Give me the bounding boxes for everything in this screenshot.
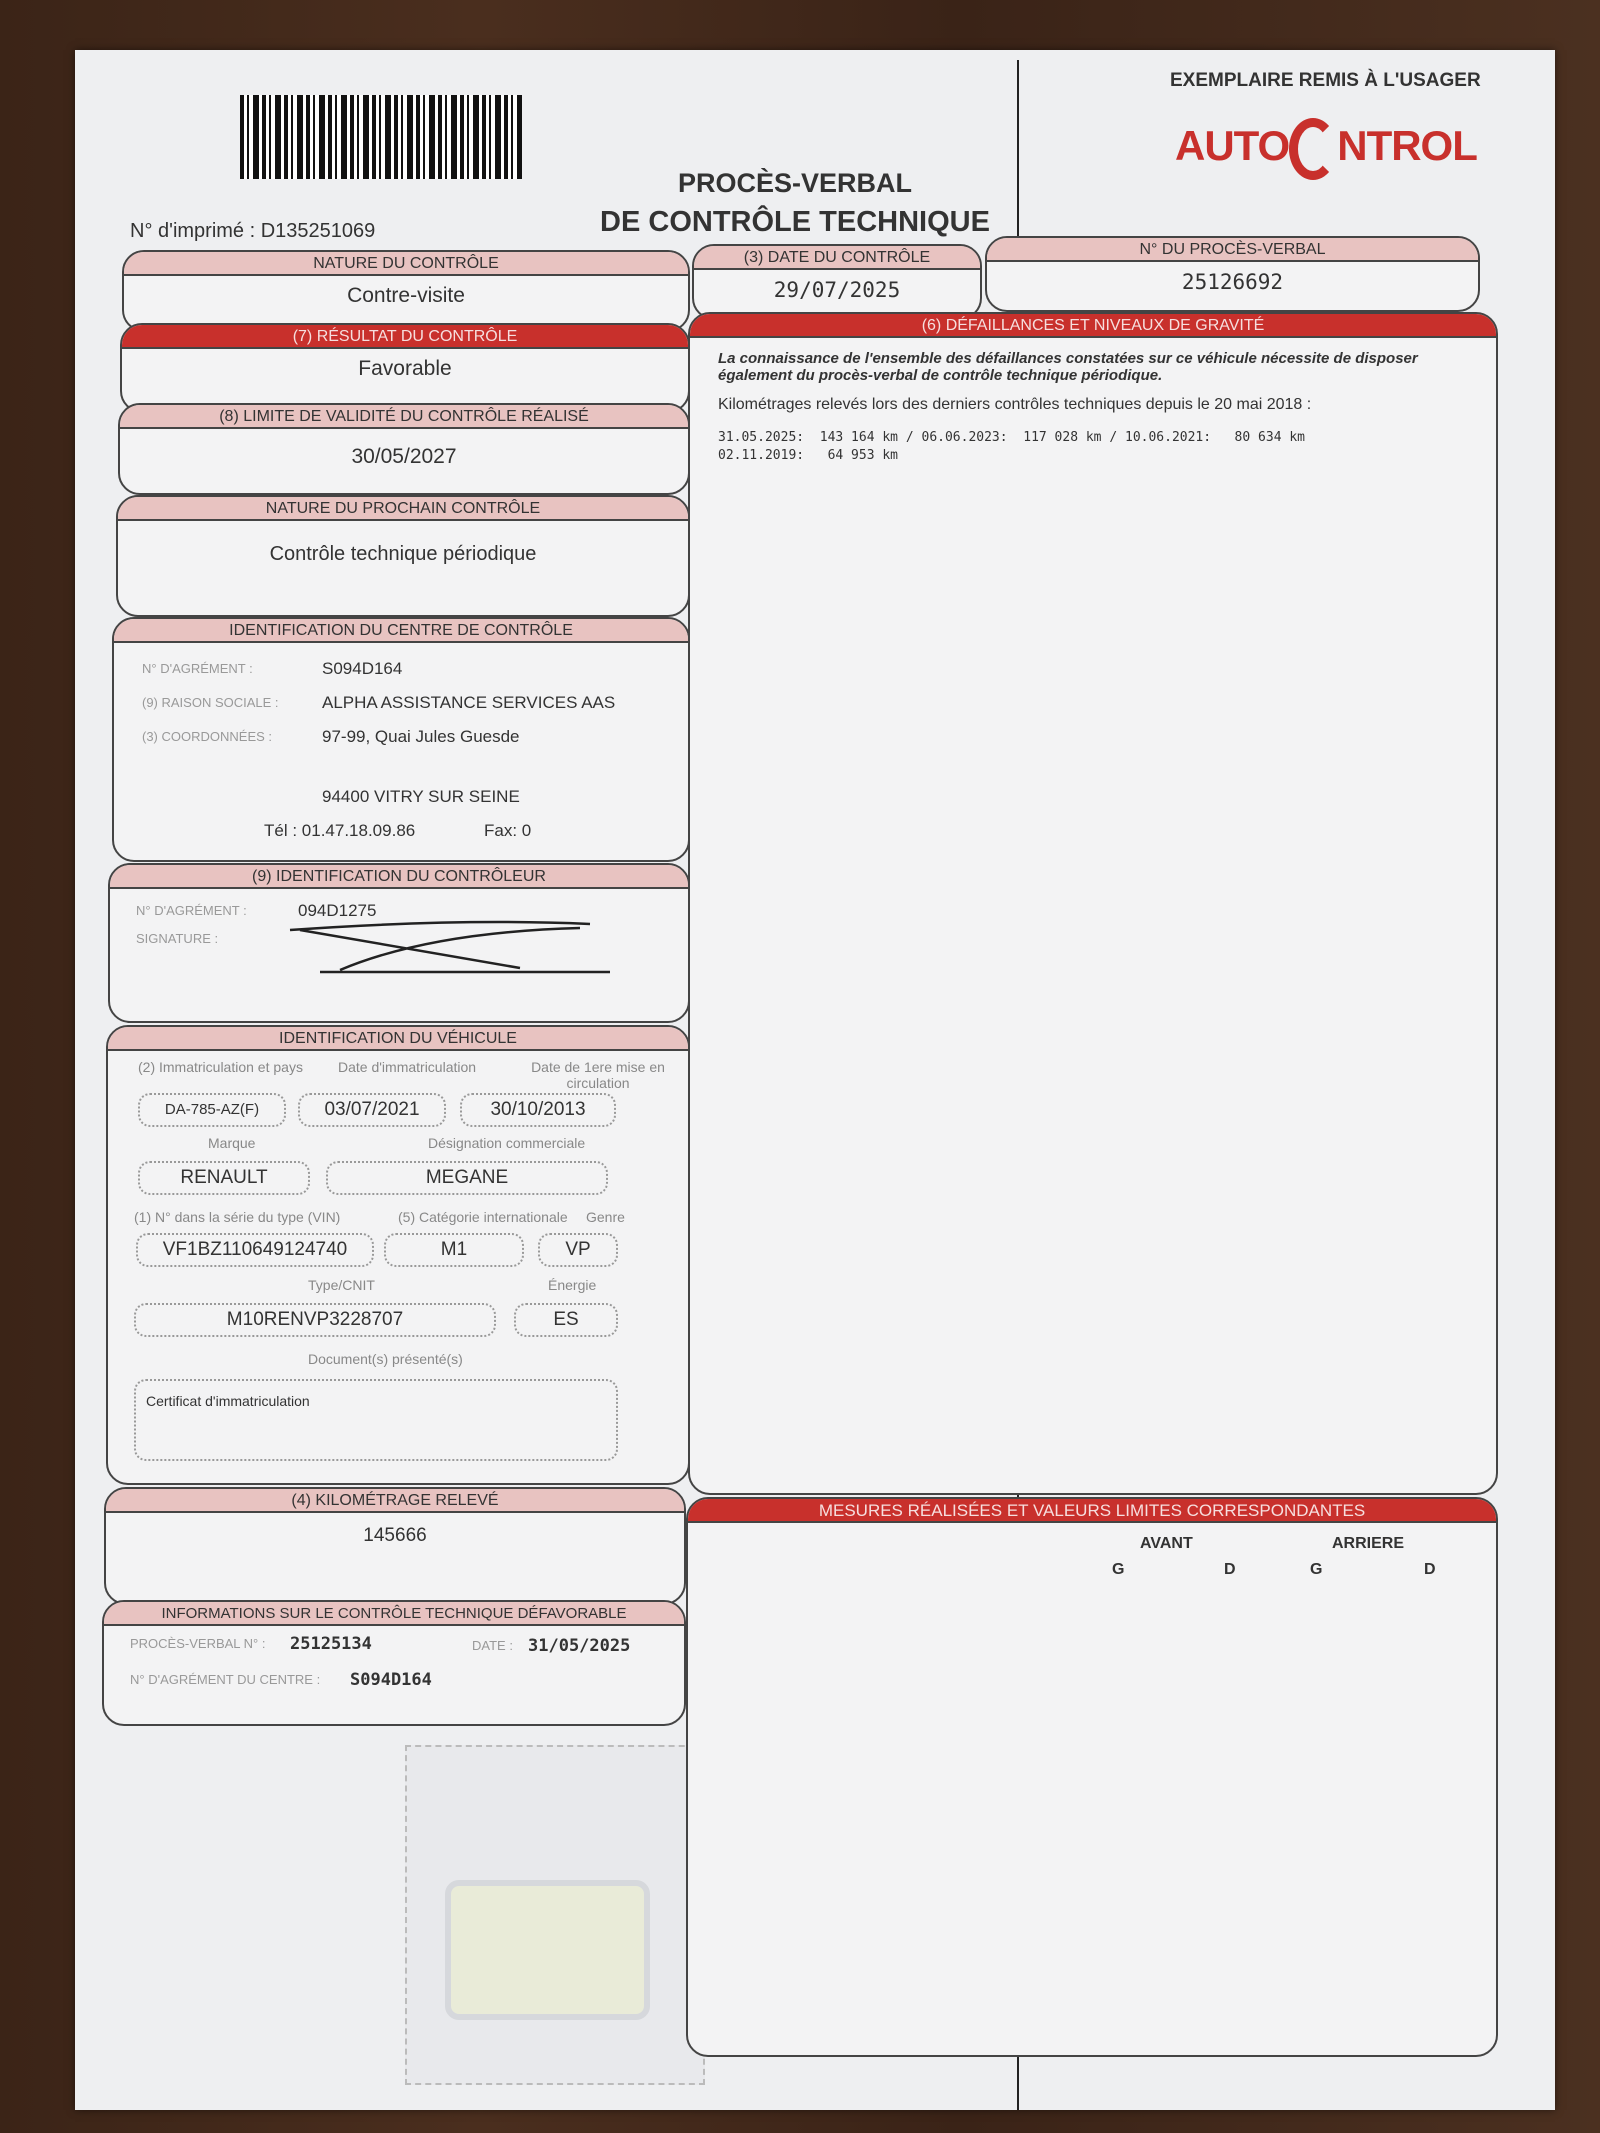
- pv-value: 25126692: [1181, 270, 1284, 294]
- title-line2: DE CONTRÔLE TECHNIQUE: [600, 206, 990, 238]
- marque-label: Marque: [208, 1135, 256, 1151]
- address-line2: 94400 VITRY SUR SEINE: [322, 787, 520, 806]
- coord-label: (3) COORDONNÉES :: [142, 729, 273, 744]
- barcode: [240, 95, 522, 179]
- genre-value: VP: [538, 1233, 618, 1267]
- validity-header: (8) LIMITE DE VALIDITÉ DU CONTRÔLE RÉALI…: [120, 405, 688, 429]
- defav-centre: S094D164: [350, 1670, 432, 1690]
- result-header: (7) RÉSULTAT DU CONTRÔLE: [122, 325, 688, 349]
- date-immat-label: Date d'immatriculation: [338, 1059, 477, 1075]
- signature: [289, 920, 610, 974]
- fax: Fax: 0: [484, 821, 532, 840]
- defav-box: INFORMATIONS SUR LE CONTRÔLE TECHNIQUE D…: [102, 1600, 686, 1726]
- km-history-intro: Kilométrages relevés lors des derniers c…: [718, 396, 1312, 413]
- centre-header: IDENTIFICATION DU CENTRE DE CONTRÔLE: [114, 619, 688, 643]
- title-line1: PROCÈS-VERBAL: [677, 168, 913, 198]
- cnit-label: Type/CNIT: [308, 1277, 375, 1293]
- date-header: (3) DATE DU CONTRÔLE: [694, 246, 980, 270]
- avant-d: D: [1224, 1561, 1236, 1578]
- avant-g: G: [1112, 1561, 1125, 1578]
- arriere-g: G: [1310, 1561, 1323, 1578]
- signature-label: SIGNATURE :: [136, 931, 219, 946]
- centre-agrement: S094D164: [322, 659, 403, 678]
- energie-value: ES: [514, 1303, 618, 1337]
- energie-label: Énergie: [548, 1277, 597, 1293]
- print-number-label: N° d'imprimé :: [130, 220, 256, 242]
- next-box: NATURE DU PROCHAIN CONTRÔLE Contrôle tech…: [116, 495, 690, 617]
- result-box: (7) RÉSULTAT DU CONTRÔLE Favorable: [120, 323, 690, 413]
- validity-value: 30/05/2027: [351, 445, 457, 468]
- defaillances-box: (6) DÉFAILLANCES ET NIVEAUX DE GRAVITÉ L…: [688, 312, 1498, 1495]
- designation-value: MEGANE: [326, 1161, 608, 1195]
- defaillances-notice: La connaissance de l'ensemble des défail…: [718, 350, 1418, 384]
- next-value: Contrôle technique périodique: [269, 543, 537, 565]
- immat-value: DA-785-AZ(F): [138, 1093, 286, 1127]
- nature-value: Contre-visite: [347, 284, 465, 307]
- cat-value: M1: [384, 1233, 524, 1267]
- arriere-label: ARRIERE: [1332, 1535, 1405, 1552]
- controleur-header: (9) IDENTIFICATION DU CONTRÔLEUR: [110, 865, 688, 889]
- centre-box: IDENTIFICATION DU CENTRE DE CONTRÔLE N° …: [112, 617, 690, 862]
- defav-centre-label: N° D'AGRÉMENT DU CENTRE :: [130, 1672, 321, 1687]
- vin-value: VF1BZ110649124740: [136, 1233, 374, 1267]
- docs-label: Document(s) présenté(s): [308, 1351, 463, 1367]
- print-number: N° d'imprimé : D135251069: [130, 220, 375, 243]
- validity-box: (8) LIMITE DE VALIDITÉ DU CONTRÔLE RÉALI…: [118, 403, 690, 495]
- docs-value: Certificat d'immatriculation: [134, 1379, 618, 1461]
- envelope-window: [445, 1880, 650, 2020]
- controleur-agrement: 094D1275: [298, 901, 377, 920]
- mesures-box: MESURES RÉALISÉES ET VALEURS LIMITES COR…: [686, 1497, 1498, 2057]
- nature-box: NATURE DU CONTRÔLE Contre-visite: [122, 250, 690, 332]
- date-immat-value: 03/07/2021: [298, 1093, 446, 1127]
- first-date-label: Date de 1ere mise en circulation: [531, 1059, 665, 1091]
- cat-label: (5) Catégorie internationale: [398, 1209, 568, 1225]
- designation-label: Désignation commerciale: [428, 1135, 586, 1151]
- avant-label: AVANT: [1140, 1535, 1193, 1552]
- km-history-line2: 02.11.2019: 64 953 km: [718, 448, 899, 463]
- raison-value: ALPHA ASSISTANCE SERVICES AAS: [322, 693, 616, 712]
- copy-label: EXEMPLAIRE REMIS À L'USAGER: [1170, 70, 1481, 91]
- cnit-value: M10RENVP3228707: [134, 1303, 496, 1337]
- raison-label: (9) RAISON SOCIALE :: [142, 695, 279, 710]
- date-box: (3) DATE DU CONTRÔLE 29/07/2025: [692, 244, 982, 320]
- print-number-value: D135251069: [260, 220, 376, 242]
- vin-label: (1) N° dans la série du type (VIN): [134, 1209, 341, 1225]
- marque-value: RENAULT: [138, 1161, 310, 1195]
- km-box: (4) KILOMÉTRAGE RELEVÉ 145666: [104, 1487, 686, 1605]
- pv-box: N° DU PROCÈS-VERBAL 25126692: [985, 236, 1480, 312]
- address-line1: 97-99, Quai Jules Guesde: [322, 727, 520, 746]
- defaillances-header: (6) DÉFAILLANCES ET NIVEAUX DE GRAVITÉ: [690, 314, 1496, 338]
- defav-pv: 25125134: [290, 1634, 372, 1654]
- defav-date: 31/05/2025: [528, 1636, 631, 1656]
- centre-agrement-label: N° D'AGRÉMENT :: [142, 661, 253, 676]
- date-value: 29/07/2025: [773, 278, 901, 302]
- genre-label: Genre: [586, 1209, 625, 1225]
- next-header: NATURE DU PROCHAIN CONTRÔLE: [118, 497, 688, 521]
- autocontrol-logo: AUTO NTROL: [1175, 118, 1478, 180]
- defav-date-label: DATE :: [472, 1638, 513, 1653]
- pv-header: N° DU PROCÈS-VERBAL: [987, 238, 1478, 262]
- nature-header: NATURE DU CONTRÔLE: [124, 252, 688, 276]
- defav-pv-label: PROCÈS-VERBAL N° :: [130, 1636, 266, 1651]
- vehicle-box: IDENTIFICATION DU VÉHICULE (2) Immatricu…: [106, 1025, 690, 1485]
- controleur-agrement-label: N° D'AGRÉMENT :: [136, 903, 247, 918]
- phone: Tél : 01.47.18.09.86: [264, 821, 416, 840]
- immat-label: (2) Immatriculation et pays: [138, 1059, 303, 1075]
- defav-header: INFORMATIONS SUR LE CONTRÔLE TECHNIQUE D…: [104, 1602, 684, 1626]
- first-date-value: 30/10/2013: [460, 1093, 616, 1127]
- km-header: (4) KILOMÉTRAGE RELEVÉ: [106, 1489, 684, 1513]
- arriere-d: D: [1424, 1561, 1436, 1578]
- vehicle-header: IDENTIFICATION DU VÉHICULE: [108, 1027, 688, 1051]
- mesures-header: MESURES RÉALISÉES ET VALEURS LIMITES COR…: [688, 1499, 1496, 1523]
- controleur-box: (9) IDENTIFICATION DU CONTRÔLEUR N° D'AG…: [108, 863, 690, 1023]
- km-value: 145666: [363, 1525, 427, 1546]
- km-history-line1: 31.05.2025: 143 164 km / 06.06.2023: 117…: [718, 430, 1305, 445]
- result-value: Favorable: [358, 357, 452, 380]
